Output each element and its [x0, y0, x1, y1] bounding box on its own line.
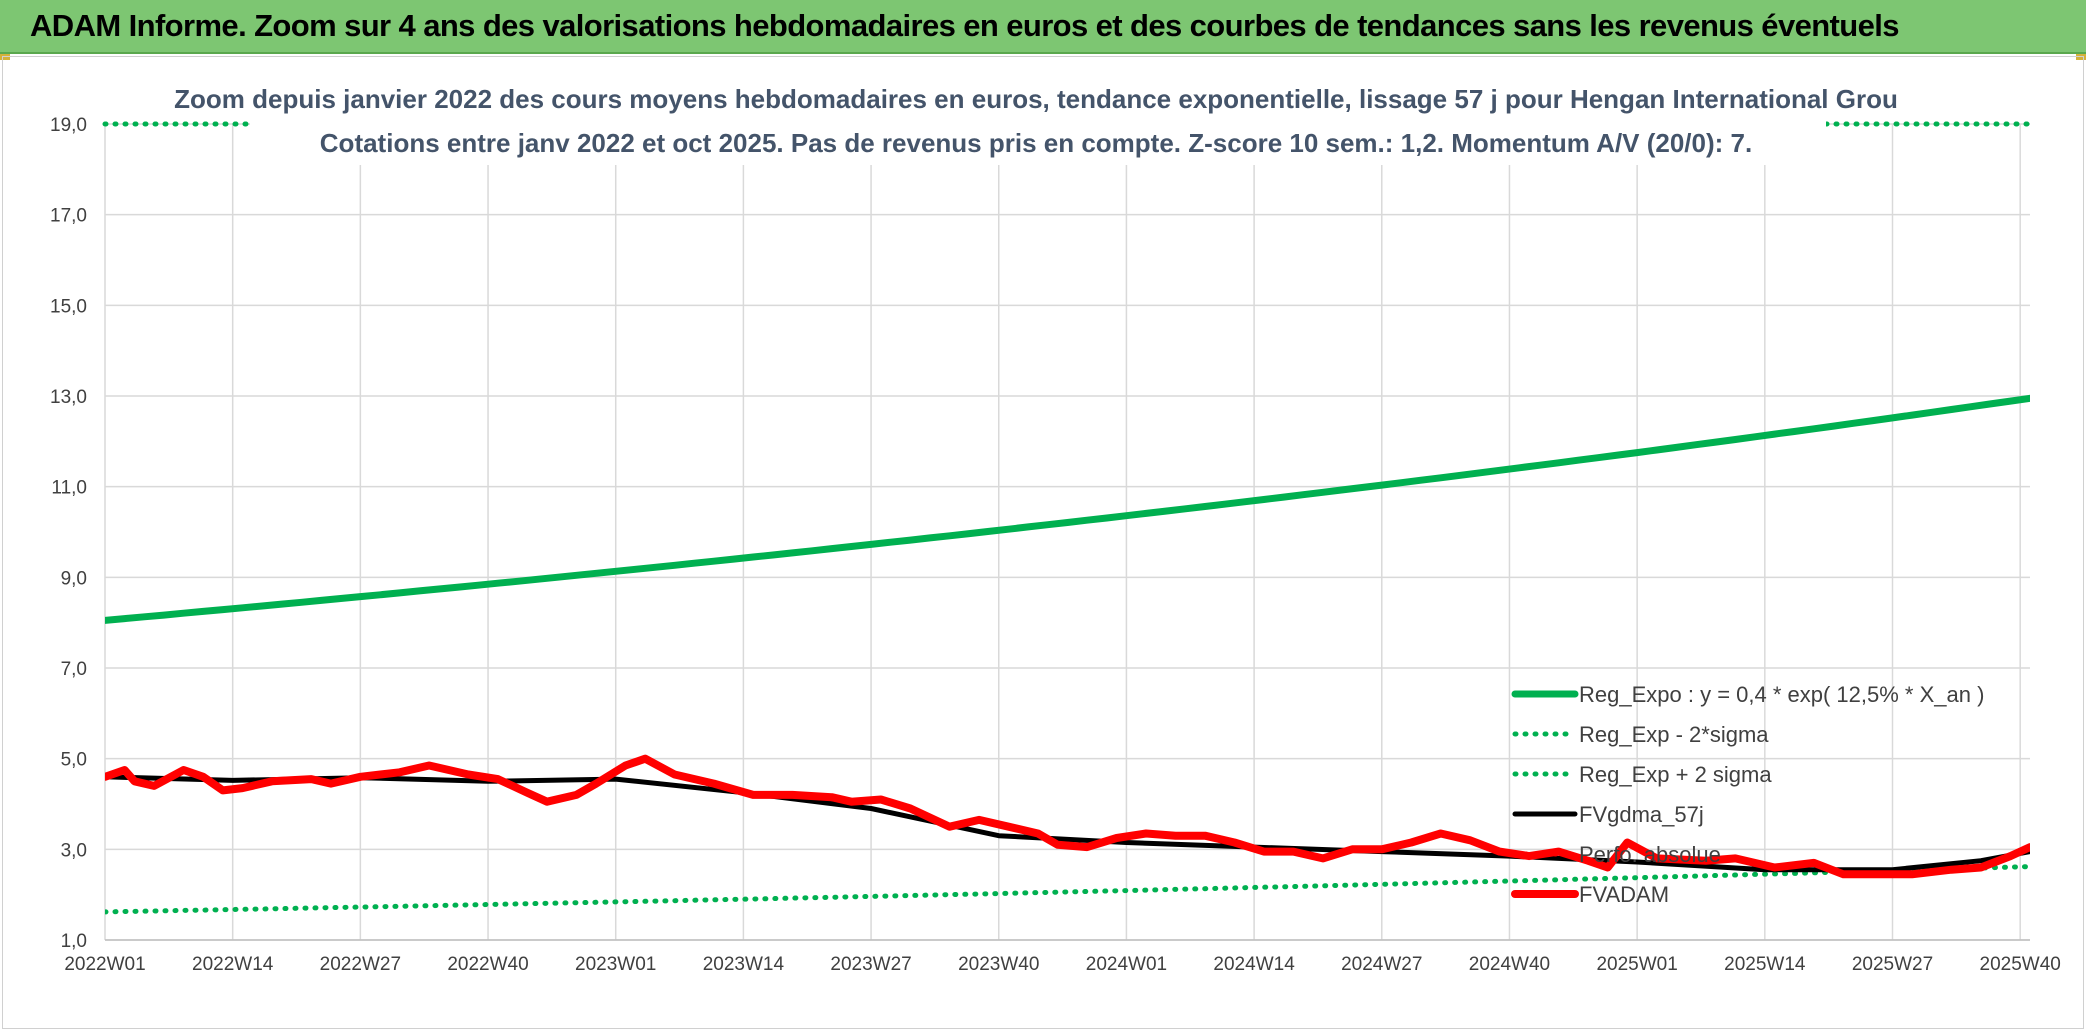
title-backdrop [250, 77, 1826, 165]
legend-label: Reg_Expo : y = 0,4 * exp( 12,5% * X_an ) [1579, 682, 1984, 707]
x-tick-label: 2023W14 [703, 954, 785, 975]
x-tick-label: 2024W27 [1341, 954, 1422, 975]
chart-title: Zoom depuis janvier 2022 des cours moyen… [174, 84, 1898, 114]
x-tick-label: 2023W40 [958, 954, 1039, 975]
title-banner: ADAM Informe. Zoom sur 4 ans des valoris… [0, 0, 2086, 54]
x-axis-ticks: 2022W01 2022W14 2022W27 2022W40 2023W01 2023W… [64, 954, 2061, 975]
legend-label: Reg_Exp - 2*sigma [1579, 722, 1769, 747]
y-tick-label: 3,0 [61, 840, 87, 861]
x-tick-label: 2025W01 [1596, 954, 1677, 975]
x-tick-label: 2025W14 [1724, 954, 1806, 975]
data-series [102, 121, 2033, 915]
x-tick-label: 2024W01 [1086, 954, 1167, 975]
x-tick-label: 2024W14 [1213, 954, 1295, 975]
x-tick-label: 2023W01 [575, 954, 656, 975]
series-line-1 [105, 864, 2030, 915]
x-tick-label: 2022W01 [64, 954, 145, 975]
y-tick-label: 15,0 [50, 296, 87, 317]
y-tick-label: 5,0 [61, 750, 87, 771]
series-line-5 [105, 754, 2030, 879]
y-tick-label: 11,0 [51, 478, 87, 499]
series-line-3 [105, 774, 2030, 873]
corner-marker-right [2076, 54, 2086, 60]
y-axis-ticks: 1,0 3,0 5,0 7,0 9,0 11,0 13,0 15,0 17,0 19,0 [50, 115, 87, 952]
series-line-0 [105, 394, 2030, 624]
legend-label: FVgdma_57j [1579, 802, 1704, 827]
y-tick-label: 1,0 [61, 931, 87, 952]
x-tick-label: 2025W27 [1852, 954, 1933, 975]
corner-marker-left [0, 54, 10, 60]
x-tick-label: 2024W40 [1469, 954, 1550, 975]
y-tick-label: 9,0 [61, 568, 87, 589]
legend-label: FVADAM [1579, 882, 1669, 907]
legend-label: Perfo. absolue [1579, 842, 1721, 867]
y-tick-label: 7,0 [61, 659, 87, 680]
x-tick-label: 2023W27 [830, 954, 911, 975]
x-tick-label: 2022W27 [320, 954, 401, 975]
y-tick-label: 19,0 [50, 115, 87, 136]
legend: Reg_Expo : y = 0,4 * exp( 12,5% * X_an )… [1511, 682, 1984, 907]
legend-label: Reg_Exp + 2 sigma [1579, 762, 1772, 787]
chart-subtitle: Cotations entre janv 2022 et oct 2025. P… [320, 128, 1752, 158]
gridlines [104, 123, 2030, 941]
y-tick-label: 17,0 [50, 206, 87, 227]
x-tick-label: 2022W40 [447, 954, 528, 975]
chart-frame [2, 56, 2084, 1029]
x-tick-label: 2022W14 [192, 954, 274, 975]
banner-title: ADAM Informe. Zoom sur 4 ans des valoris… [30, 8, 1900, 43]
y-tick-label: 13,0 [50, 387, 87, 408]
x-tick-label: 2025W40 [1980, 954, 2061, 975]
